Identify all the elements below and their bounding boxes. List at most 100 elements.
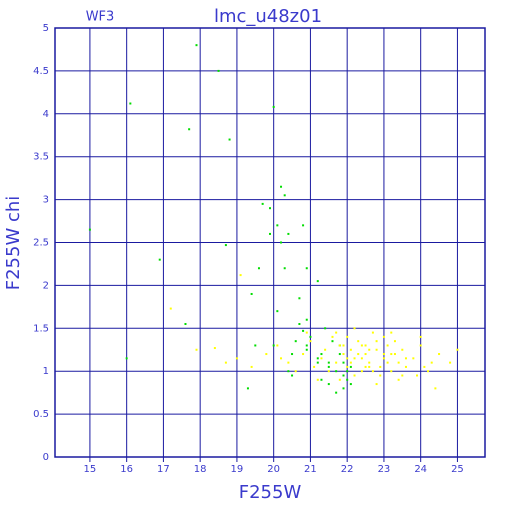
point [276, 224, 279, 227]
point [320, 357, 323, 360]
point [125, 357, 128, 360]
x-tick-label: 22 [341, 464, 354, 475]
point [353, 327, 356, 330]
point [349, 365, 352, 368]
y-tick-label: 0.5 [33, 409, 49, 420]
point [287, 361, 290, 364]
x-tick-label: 18 [194, 464, 207, 475]
x-tick-label: 24 [414, 464, 427, 475]
point [298, 297, 301, 300]
point [371, 370, 374, 373]
point [419, 344, 422, 347]
point [342, 374, 345, 377]
x-tick-label: 16 [120, 464, 133, 475]
point [364, 344, 367, 347]
point [379, 374, 382, 377]
point [195, 44, 198, 47]
point [316, 280, 319, 283]
point [364, 365, 367, 368]
point [434, 387, 437, 390]
point [364, 353, 367, 356]
point [335, 361, 338, 364]
point [331, 335, 334, 338]
x-tick-label: 25 [451, 464, 464, 475]
point [456, 348, 459, 351]
point [438, 353, 441, 356]
point [412, 357, 415, 360]
point [342, 353, 345, 356]
point [305, 348, 308, 351]
point [397, 361, 400, 364]
point [360, 344, 363, 347]
x-tick-label: 19 [231, 464, 244, 475]
point [261, 202, 264, 205]
point [335, 391, 338, 394]
point [272, 344, 275, 347]
point [342, 361, 345, 364]
point [416, 374, 419, 377]
point [419, 335, 422, 338]
point [382, 335, 385, 338]
point [346, 357, 349, 360]
point [305, 267, 308, 270]
point [404, 365, 407, 368]
point [265, 353, 268, 356]
point [280, 185, 283, 188]
y-tick-label: 0 [43, 452, 49, 463]
point [302, 329, 305, 332]
point [386, 361, 389, 364]
point [430, 361, 433, 364]
point [283, 194, 286, 197]
point [228, 138, 231, 141]
point [291, 374, 294, 377]
point [404, 357, 407, 360]
x-tick-label: 15 [84, 464, 97, 475]
plot-frame [54, 27, 486, 458]
point [276, 310, 279, 313]
corner-label: WF3 [86, 10, 115, 25]
point [375, 348, 378, 351]
point [246, 387, 249, 390]
point [305, 318, 308, 321]
point [346, 378, 349, 381]
point [305, 331, 308, 334]
point [294, 370, 297, 373]
point [324, 348, 327, 351]
point [338, 353, 341, 356]
point [382, 353, 385, 356]
point [309, 340, 312, 343]
x-tick-label: 23 [378, 464, 391, 475]
point [401, 374, 404, 377]
point [313, 365, 316, 368]
point [327, 383, 330, 386]
y-tick-label: 2.5 [33, 238, 49, 249]
point [368, 348, 371, 351]
y-axis-label: F255W chi [3, 196, 24, 291]
point [309, 335, 312, 338]
chart-title: lmc_u48z01 [214, 6, 322, 27]
point [338, 344, 341, 347]
x-tick-label: 17 [157, 464, 170, 475]
point [257, 267, 260, 270]
point [390, 331, 393, 334]
point [276, 344, 279, 347]
y-tick-label: 5 [43, 23, 49, 34]
point [393, 340, 396, 343]
point [346, 335, 349, 338]
point [353, 357, 356, 360]
point [342, 387, 345, 390]
point [302, 224, 305, 227]
point [375, 340, 378, 343]
point [368, 365, 371, 368]
point [305, 344, 308, 347]
point [287, 232, 290, 235]
point [338, 378, 341, 381]
point [320, 353, 323, 356]
point [213, 347, 216, 350]
point [169, 307, 172, 310]
point [379, 365, 382, 368]
point [327, 361, 330, 364]
point [427, 370, 430, 373]
point [349, 383, 352, 386]
